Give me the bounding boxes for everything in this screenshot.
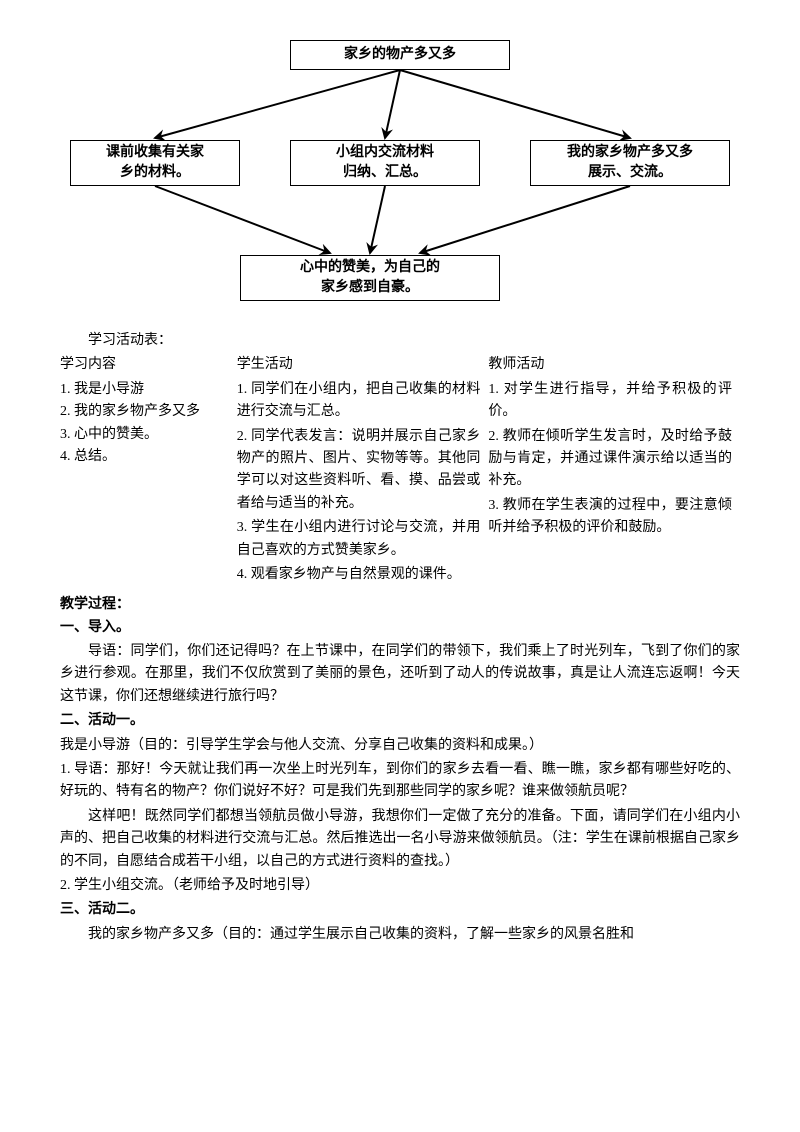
activity-col-student: 学生活动 1. 同学们在小组内，把自己收集的材料进行交流与汇总。 2. 同学代表… [237, 354, 489, 588]
list-item: 1. 同学们在小组内，把自己收集的材料进行交流与汇总。 [237, 379, 481, 424]
paragraph: 2. 学生小组交流。（老师给予及时地引导） [60, 875, 740, 897]
list-item: 4. 总结。 [60, 446, 229, 468]
paragraph: 我是小导游（目的：引导学生学会与他人交流、分享自己收集的资料和成果。） [60, 735, 740, 757]
flowchart-node-mid: 小组内交流材料归纳、汇总。 [290, 140, 480, 186]
flowchart: 家乡的物产多又多 课前收集有关家乡的材料。 小组内交流材料归纳、汇总。 我的家乡… [60, 40, 740, 320]
process-heading: 教学过程： [60, 594, 740, 616]
list-item: 1. 对学生进行指导，并给予积极的评价。 [488, 379, 732, 424]
flowchart-node-right: 我的家乡物产多又多展示、交流。 [530, 140, 730, 186]
list-item: 2. 同学代表发言：说明并展示自己家乡物产的照片、图片、实物等等。其他同学可以对… [237, 426, 481, 516]
process-section: 教学过程： 一、导入。 导语：同学们，你们还记得吗？在上节课中，在同学们的带领下… [60, 594, 740, 946]
page: 家乡的物产多又多 课前收集有关家乡的材料。 小组内交流材料归纳、汇总。 我的家乡… [0, 0, 800, 1132]
list-item: 4. 观看家乡物产与自然景观的课件。 [237, 564, 481, 586]
paragraph: 我的家乡物产多又多（目的：通过学生展示自己收集的资料，了解一些家乡的风景名胜和 [60, 924, 740, 946]
paragraph: 这样吧！既然同学们都想当领航员做小导游，我想你们一定做了充分的准备。下面，请同学… [60, 806, 740, 873]
activity-table-title: 学习活动表： [60, 330, 740, 352]
paragraph: 1. 导语：那好！今天就让我们再一次坐上时光列车，到你们的家乡去看一看、瞧一瞧，… [60, 759, 740, 804]
list-item: 1. 我是小导游 [60, 379, 229, 401]
list-item: 3. 心中的赞美。 [60, 424, 229, 446]
col-header: 学生活动 [237, 354, 481, 376]
flowchart-node-bottom: 心中的赞美，为自己的家乡感到自豪。 [240, 255, 500, 301]
list-item: 3. 学生在小组内进行讨论与交流，并用自己喜欢的方式赞美家乡。 [237, 517, 481, 562]
col-header: 教师活动 [488, 354, 732, 376]
activity-table-section: 学习活动表： 学习内容 1. 我是小导游 2. 我的家乡物产多又多 3. 心中的… [60, 330, 740, 588]
paragraph: 导语：同学们，你们还记得吗？在上节课中，在同学们的带领下，我们乘上了时光列车，飞… [60, 641, 740, 708]
list-item: 3. 教师在学生表演的过程中，要注意倾听并给予积极的评价和鼓励。 [488, 495, 732, 540]
flowchart-node-left: 课前收集有关家乡的材料。 [70, 140, 240, 186]
list-item: 2. 教师在倾听学生发言时，及时给予鼓励与肯定，并通过课件演示给以适当的补充。 [488, 426, 732, 493]
section-title: 一、导入。 [60, 617, 740, 639]
list-item: 2. 我的家乡物产多又多 [60, 401, 229, 423]
activity-col-content: 学习内容 1. 我是小导游 2. 我的家乡物产多又多 3. 心中的赞美。 4. … [60, 354, 237, 588]
section-title: 三、活动二。 [60, 899, 740, 921]
activity-col-teacher: 教师活动 1. 对学生进行指导，并给予积极的评价。 2. 教师在倾听学生发言时，… [488, 354, 740, 588]
activity-table: 学习内容 1. 我是小导游 2. 我的家乡物产多又多 3. 心中的赞美。 4. … [60, 354, 740, 588]
section-title: 二、活动一。 [60, 710, 740, 732]
flowchart-node-top: 家乡的物产多又多 [290, 40, 510, 70]
col-header: 学习内容 [60, 354, 229, 376]
